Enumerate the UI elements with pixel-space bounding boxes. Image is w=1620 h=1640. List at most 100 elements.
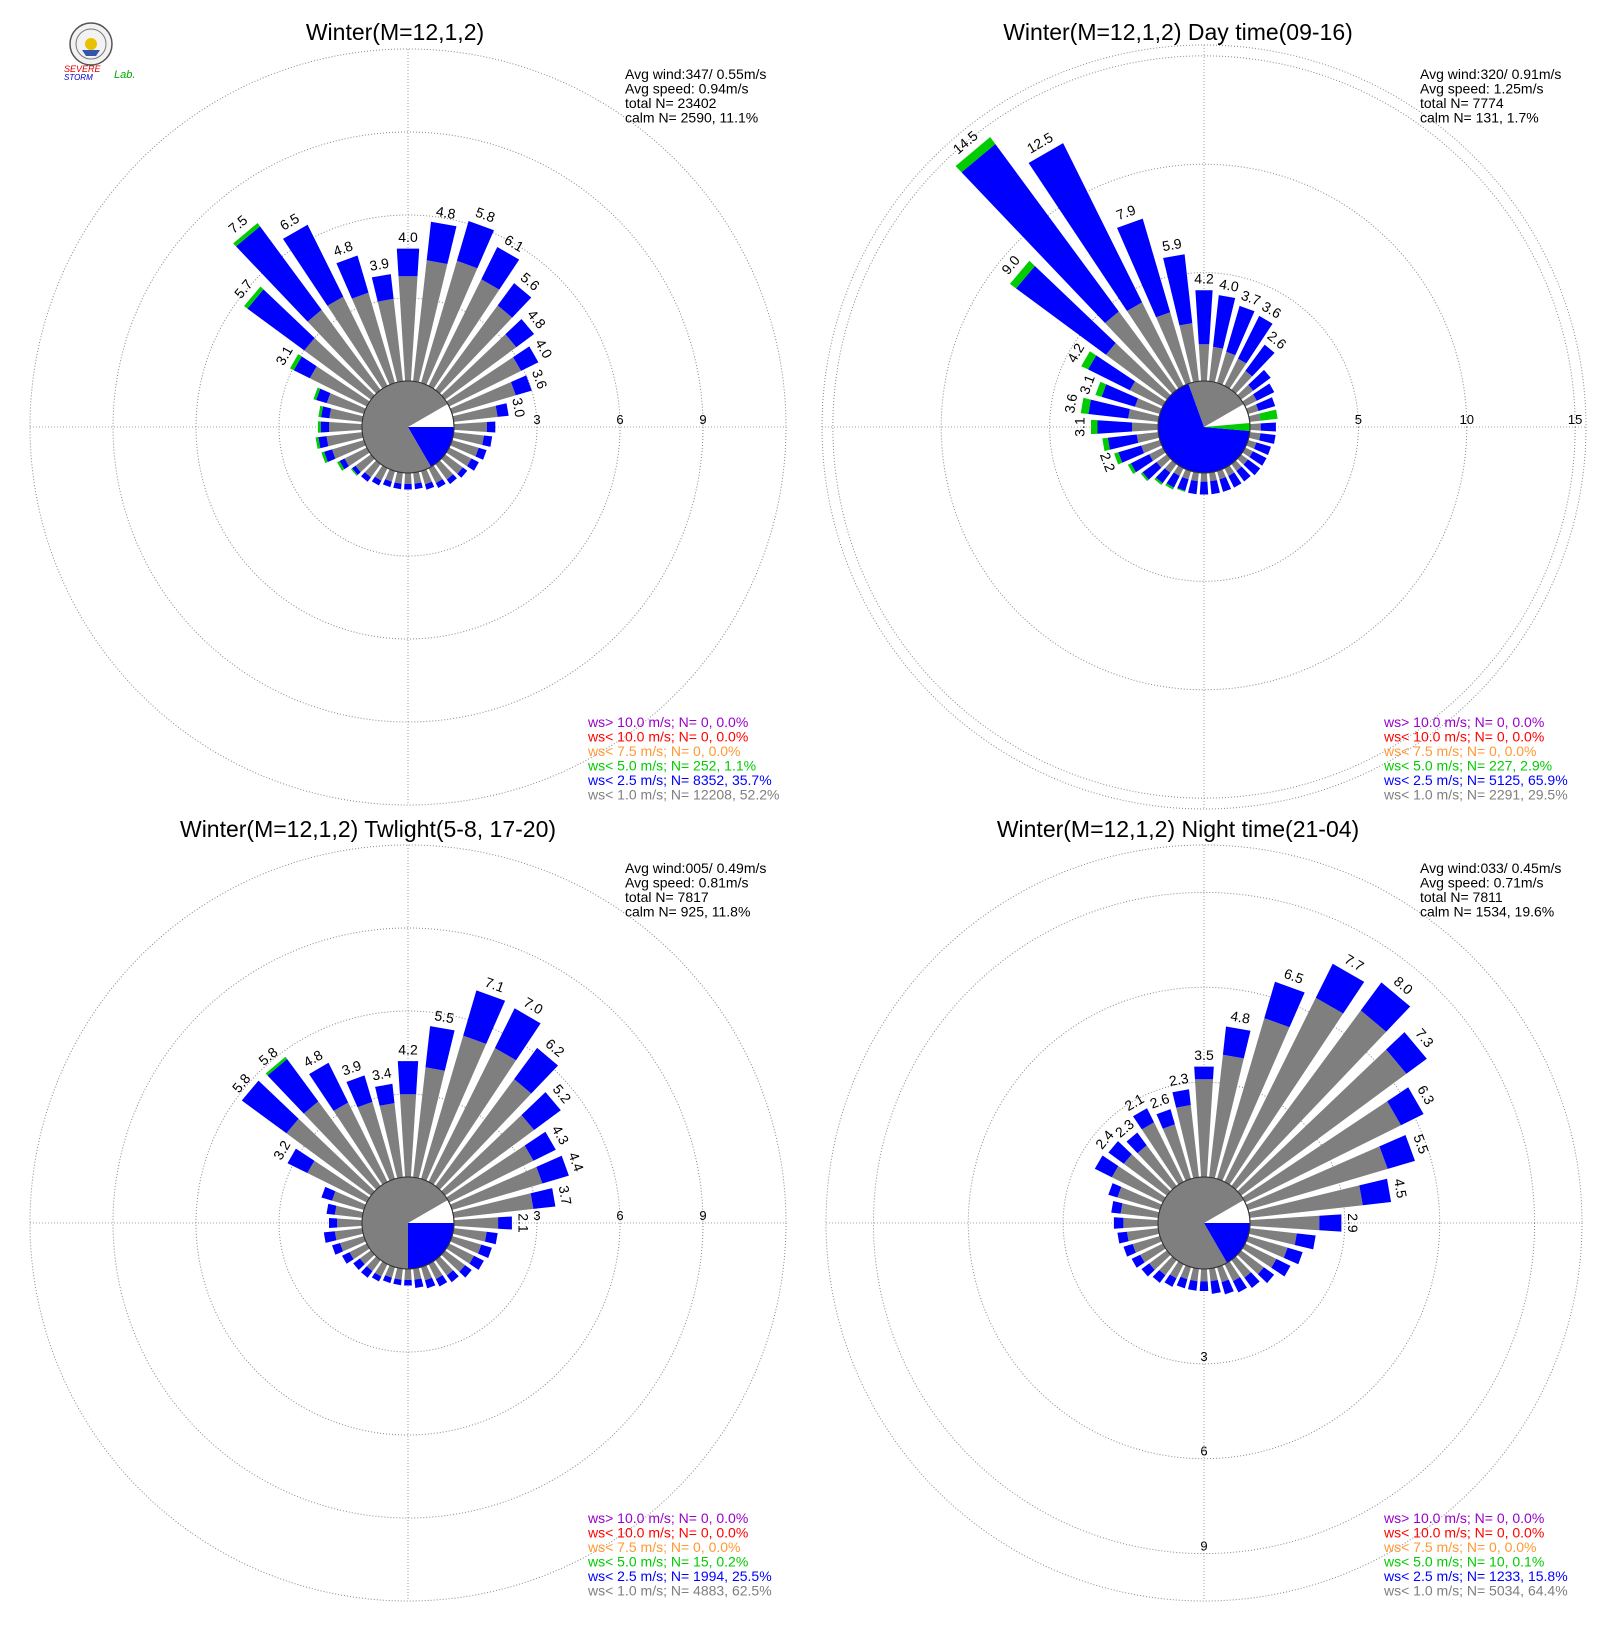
- petal-blue-200: [1176, 1276, 1188, 1289]
- petal-blue-70: [1256, 397, 1276, 411]
- petal-gray-20: [421, 1035, 487, 1181]
- outer-ring: [821, 44, 1587, 810]
- petal-blue-350: [1163, 254, 1193, 326]
- legend-entry: ws< 7.5 m/s; N= 0, 0.0%: [1383, 743, 1537, 759]
- petal-blue-130: [457, 467, 468, 478]
- legend-entry: ws< 2.5 m/s; N= 8352, 35.7%: [587, 772, 772, 788]
- petal-blue-350: [375, 1083, 395, 1106]
- petal-gray-220: [1159, 1256, 1177, 1276]
- petal-blue-170: [414, 1278, 424, 1288]
- petal-gray-90: [453, 422, 487, 432]
- petal-blue-50: [521, 1092, 561, 1130]
- petal-gray-0: [399, 1094, 417, 1178]
- ring-label: 9: [1200, 1539, 1207, 1554]
- petal-blue-320: [961, 144, 1119, 323]
- petal-gray-180: [404, 472, 412, 484]
- petal-gray-260: [326, 432, 364, 447]
- petal-blue-100: [482, 435, 493, 447]
- petal-blue-30: [1237, 315, 1273, 364]
- petal-label-70: 5.5: [1410, 1132, 1432, 1156]
- petal-blue-140: [1236, 466, 1251, 482]
- petal-gray-50: [1237, 384, 1254, 400]
- petal-blue-60: [524, 1131, 556, 1161]
- petal-gray-30: [1224, 358, 1247, 389]
- petal-gray-160: [421, 1265, 432, 1281]
- petal-blue-200: [1177, 477, 1189, 491]
- petal-gray-320: [1105, 311, 1177, 394]
- petal-blue-180: [1199, 481, 1209, 495]
- petal-gray-0: [398, 276, 418, 382]
- petal-blue-250: [332, 1243, 343, 1255]
- stat-line: total N= 7774: [1420, 95, 1504, 111]
- petal-gray-290: [1134, 398, 1162, 414]
- petal-gray-40: [1231, 370, 1253, 394]
- legend-entry: ws< 2.5 m/s; N= 5125, 65.9%: [1383, 772, 1568, 788]
- petal-gray-300: [307, 1160, 370, 1203]
- petal-gray-40: [435, 1079, 532, 1190]
- petal-gray-150: [428, 1261, 443, 1280]
- petal-gray-30: [1224, 997, 1344, 1185]
- petal-blue-120: [469, 1255, 484, 1270]
- logo-storm: STORM: [64, 73, 93, 82]
- petal-gray-100: [452, 1228, 487, 1242]
- hub-gray-wedge: [361, 380, 448, 473]
- petal-gray-280: [1120, 1203, 1160, 1218]
- petal-gray-110: [1246, 1236, 1288, 1258]
- ring-label: 9: [699, 412, 706, 427]
- petal-gray-250: [1132, 1236, 1162, 1253]
- petal-gray-320: [307, 309, 381, 394]
- petal-gray-70: [450, 382, 516, 414]
- windrose-panel-4: 3693.54.86.57.78.07.36.35.54.52.92.42.32…: [825, 816, 1583, 1602]
- petal-gray-330: [1141, 1122, 1184, 1185]
- petal-gray-230: [359, 1250, 375, 1265]
- legend-entry: ws> 10.0 m/s; N= 0, 0.0%: [587, 714, 748, 730]
- petal-label-350: 2.3: [1168, 1070, 1190, 1089]
- petal-blue-230: [1141, 1263, 1155, 1277]
- petal-blue-90: [498, 1216, 512, 1230]
- stat-line: calm N= 2590, 11.1%: [625, 110, 758, 126]
- legend-entry: ws< 1.0 m/s; N= 5034, 64.4%: [1383, 1583, 1568, 1599]
- petal-gray-140: [1231, 1256, 1251, 1278]
- petal-blue-300: [1088, 355, 1135, 391]
- petal-gray-120: [446, 1243, 474, 1264]
- petal-green-320: [955, 137, 996, 173]
- petal-blue-260: [318, 436, 329, 449]
- petal-gray-230: [355, 454, 375, 473]
- calm-hub-outline: [1157, 380, 1251, 474]
- ring-label: 6: [616, 1208, 623, 1223]
- stat-line: Avg wind:320/ 0.91m/s: [1420, 66, 1561, 82]
- stat-line: Avg speed: 0.94m/s: [625, 81, 748, 97]
- petal-label-90: 2.1: [515, 1213, 531, 1233]
- petal-blue-10: [1213, 295, 1236, 349]
- petal-gray-10: [413, 1067, 445, 1179]
- windrose-panel-2: 5 10 154.2 4.03.73.62.62.23.13.63.14.29.014…: [821, 19, 1587, 810]
- petal-gray-230: [1156, 454, 1171, 468]
- petal-blue-230: [1142, 462, 1162, 480]
- petal-gray-190: [1191, 471, 1199, 482]
- petal-gray-200: [385, 469, 395, 482]
- petal-green-270: [317, 421, 321, 433]
- grid-ring: [112, 927, 704, 1519]
- petal-blue-330: [1028, 143, 1143, 311]
- hub-gray-wedge: [361, 1177, 448, 1269]
- legend-entry: ws< 7.5 m/s; N= 0, 0.0%: [587, 1539, 741, 1555]
- petal-blue-310: [1108, 1141, 1132, 1164]
- petal-gray-130: [1237, 454, 1248, 465]
- petal-gray-300: [1129, 381, 1166, 407]
- grid-ring: [195, 214, 621, 640]
- petal-blue-170: [1210, 1280, 1221, 1294]
- petal-label-60: 4.0: [532, 336, 556, 361]
- petal-blue-30: [1315, 963, 1365, 1014]
- petal-blue-110: [478, 1244, 492, 1258]
- lab-logo: SEVERE STORM Lab.: [64, 22, 135, 82]
- petal-blue-290: [1108, 1183, 1122, 1198]
- petal-blue-120: [467, 458, 479, 471]
- petal-blue-0: [396, 248, 420, 277]
- petal-blue-210: [1166, 472, 1180, 488]
- petal-gray-310: [286, 1118, 375, 1196]
- petal-gray-130: [1237, 1250, 1264, 1275]
- petal-blue-160: [1219, 477, 1232, 492]
- petal-blue-150: [435, 479, 446, 488]
- petal-green-240: [337, 461, 345, 471]
- petal-gray-250: [340, 1236, 366, 1252]
